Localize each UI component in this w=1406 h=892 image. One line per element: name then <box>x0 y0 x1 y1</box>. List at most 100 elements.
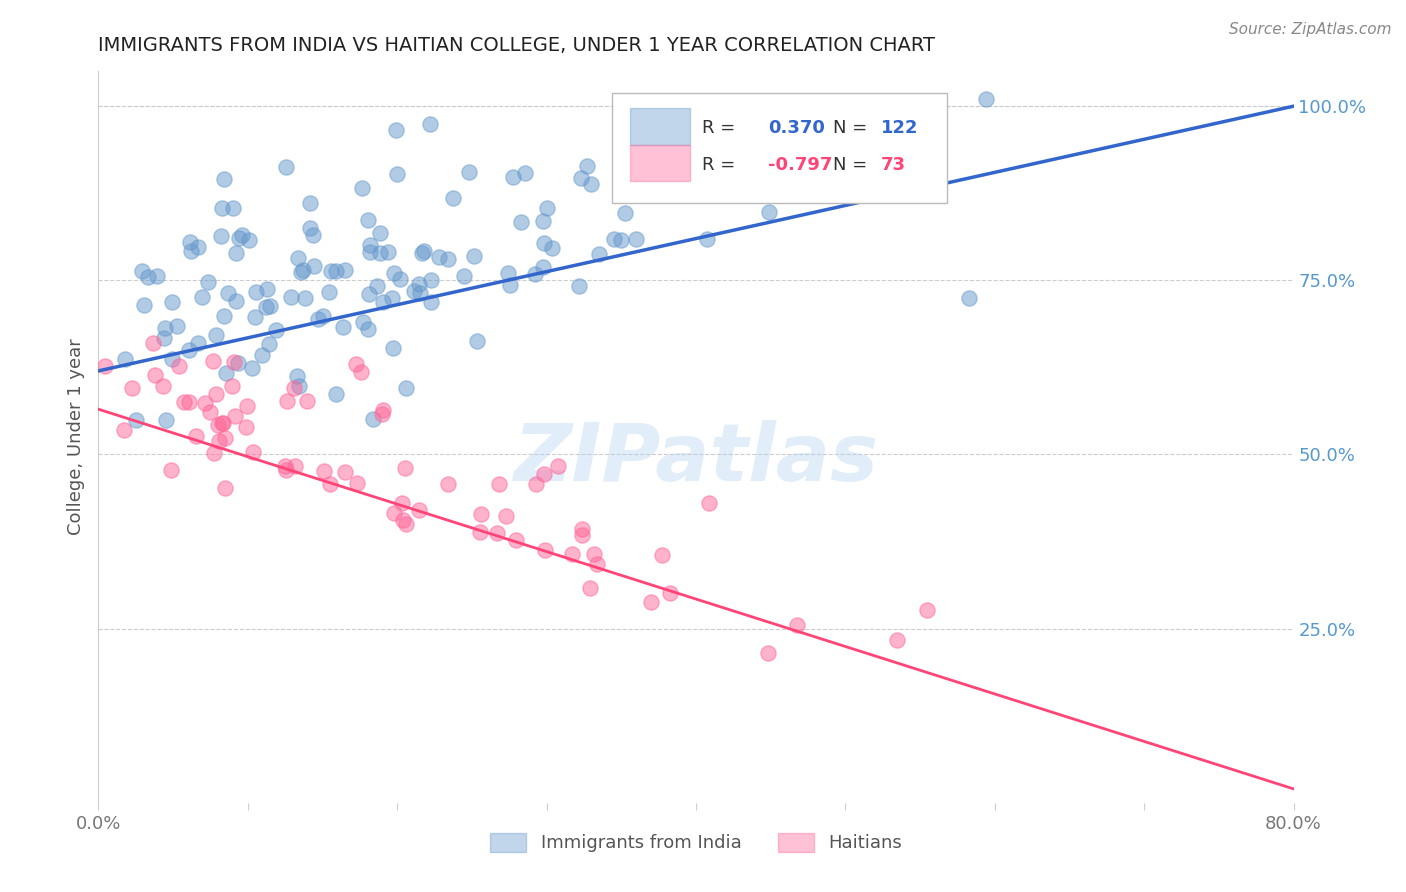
Point <box>786 617 808 632</box>
Point <box>409 285 432 300</box>
Point <box>276 394 298 409</box>
Point <box>319 477 342 491</box>
Point <box>437 252 460 266</box>
Point <box>974 92 997 106</box>
Point <box>153 321 176 335</box>
Point <box>311 309 333 323</box>
Point <box>533 235 555 250</box>
Point <box>513 165 536 179</box>
Point <box>280 290 302 304</box>
Point <box>214 431 236 445</box>
Point <box>696 231 718 245</box>
Point <box>242 445 264 459</box>
Point <box>561 547 583 561</box>
Point <box>613 205 636 219</box>
Point <box>240 361 263 376</box>
Point <box>274 463 297 477</box>
Point <box>382 266 405 280</box>
Point <box>202 353 225 368</box>
Point <box>221 379 243 393</box>
Point <box>505 533 527 548</box>
Point <box>357 322 380 336</box>
Point <box>179 235 201 250</box>
Legend: Immigrants from India, Haitians: Immigrants from India, Haitians <box>482 826 910 860</box>
Point <box>325 387 347 401</box>
Text: -0.797: -0.797 <box>768 156 832 174</box>
Point <box>758 205 780 219</box>
Point <box>470 507 492 521</box>
Point <box>332 319 354 334</box>
Point <box>385 167 408 181</box>
Text: 0.370: 0.370 <box>768 120 824 137</box>
Point <box>458 164 481 178</box>
Point <box>352 316 374 330</box>
Point <box>212 416 235 430</box>
Text: Source: ZipAtlas.com: Source: ZipAtlas.com <box>1229 22 1392 37</box>
Point <box>225 294 247 309</box>
Point <box>94 359 117 374</box>
Point <box>408 277 430 291</box>
Point <box>208 434 231 448</box>
Point <box>202 446 225 460</box>
Point <box>177 343 200 357</box>
Point <box>346 475 368 490</box>
Point <box>886 632 908 647</box>
Point <box>256 282 278 296</box>
Point <box>485 526 508 541</box>
Point <box>468 525 491 540</box>
Point <box>361 412 384 426</box>
Point <box>465 334 488 348</box>
Point <box>359 237 381 252</box>
Point <box>453 268 475 283</box>
Point <box>274 161 297 175</box>
Point <box>160 351 183 366</box>
Point <box>437 476 460 491</box>
Point <box>510 215 533 229</box>
Point <box>141 335 163 350</box>
Point <box>588 246 610 260</box>
Point <box>381 291 404 305</box>
Point <box>419 273 441 287</box>
Point <box>211 416 233 430</box>
Point <box>152 378 174 392</box>
Point <box>575 159 598 173</box>
Point <box>569 170 592 185</box>
Point <box>217 286 239 301</box>
Point <box>307 312 329 326</box>
Point <box>259 299 281 313</box>
Point <box>177 395 200 409</box>
Point <box>225 245 247 260</box>
Point <box>391 513 413 527</box>
Text: N =: N = <box>834 156 868 174</box>
Point <box>541 241 564 255</box>
Point <box>224 355 246 369</box>
Point <box>915 603 938 617</box>
Point <box>274 458 297 473</box>
Point <box>214 366 236 380</box>
Point <box>153 331 176 345</box>
Point <box>205 386 228 401</box>
Point <box>441 191 464 205</box>
Point <box>212 309 235 323</box>
Point <box>290 265 312 279</box>
Point <box>312 464 335 478</box>
Point <box>582 547 605 561</box>
Point <box>224 409 246 423</box>
Point <box>294 291 316 305</box>
Point <box>235 420 257 434</box>
Point <box>384 123 406 137</box>
Point <box>200 405 222 419</box>
Point <box>288 379 311 393</box>
Point <box>302 228 325 243</box>
Point <box>187 240 209 254</box>
Text: ZIPatlas: ZIPatlas <box>513 420 879 498</box>
Point <box>499 277 522 292</box>
Point <box>427 251 450 265</box>
Point <box>228 231 250 245</box>
Point <box>350 365 373 379</box>
Point <box>211 202 233 216</box>
Point <box>180 244 202 259</box>
Point <box>659 586 682 600</box>
Point <box>371 407 394 421</box>
Point <box>257 337 280 351</box>
